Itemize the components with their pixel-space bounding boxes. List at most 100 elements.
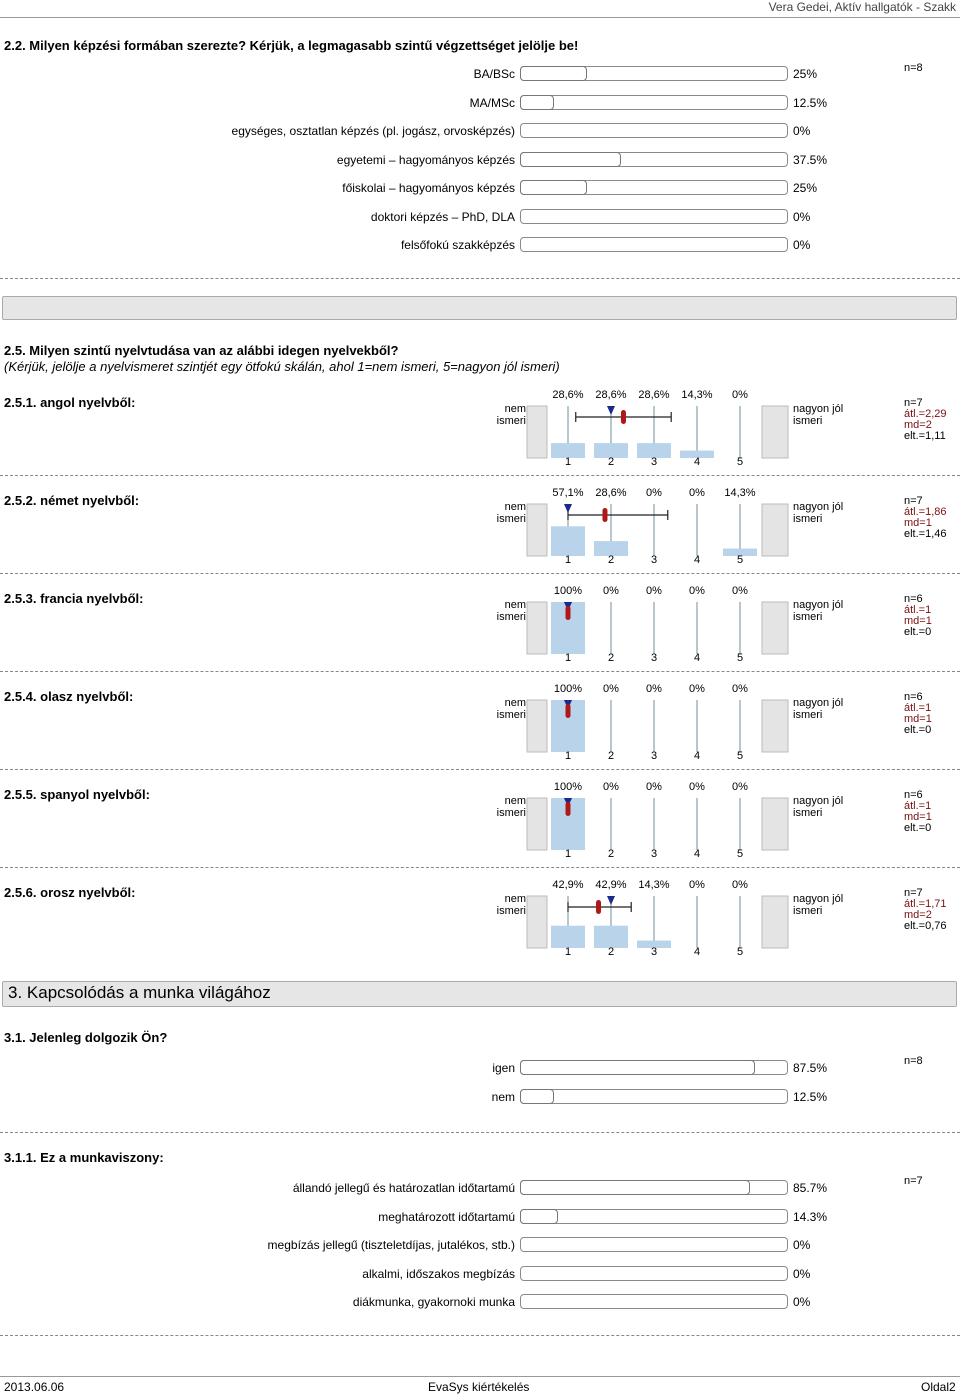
scale-side-block: [761, 895, 789, 949]
option-bar-fill: [520, 1088, 554, 1104]
scale-side-block: [526, 699, 548, 753]
option-label: egyetemi – hagyományos képzés: [336, 152, 515, 167]
scale-number: 5: [736, 946, 744, 958]
scale-side-block: [526, 503, 548, 557]
scale-right-label: nagyon jól ismeri: [793, 403, 844, 427]
question-3-1-1-title: 3.1.1. Ez a munkaviszony:: [4, 1150, 164, 1165]
scale-percent-label: 0%: [732, 683, 748, 695]
divider: [0, 278, 960, 279]
question-2-2-title: 2.2. Milyen képzési formában szerezte? K…: [4, 38, 579, 53]
scale-left-label: nem ismeri: [496, 403, 526, 427]
section-spacer-bar: [2, 296, 957, 320]
scale-distribution-chart: [526, 895, 789, 949]
option-label: egységes, osztatlan képzés (pl. jogász, …: [231, 124, 515, 138]
stat-md: md=2: [904, 419, 932, 431]
option-bar: [520, 66, 788, 81]
scale-number: 3: [650, 456, 658, 468]
divider: [0, 769, 960, 770]
divider: [0, 573, 960, 574]
scale-percent-label: 0%: [732, 879, 748, 891]
scale-number: 1: [564, 554, 572, 566]
scale-number: 5: [736, 554, 744, 566]
mean-marker: [565, 802, 571, 816]
scale-bar: [551, 443, 585, 458]
scale-item-title: 2.5.1. angol nyelvből:: [4, 395, 136, 410]
option-bar: [520, 94, 788, 110]
scale-distribution-chart: [526, 797, 789, 851]
scale-distribution-chart: [526, 601, 789, 655]
scale-item-title: 2.5.2. német nyelvből:: [4, 493, 140, 508]
option-bar: [520, 237, 788, 252]
option-percent: 25%: [793, 67, 818, 81]
scale-side-block: [761, 503, 789, 557]
scale-percent-label: 0%: [603, 781, 619, 793]
scale-number: 3: [650, 750, 658, 762]
scale-bar: [594, 925, 628, 948]
q311-n: n=7: [904, 1175, 923, 1187]
scale-number: 4: [693, 456, 701, 468]
stat-avg: átl.=1,71: [904, 898, 947, 910]
median-marker: [607, 406, 615, 415]
scale-percent-label: 14,3%: [681, 389, 713, 401]
option-label: MA/MSc: [469, 95, 515, 110]
scale-bar: [637, 940, 671, 948]
mean-marker: [565, 606, 571, 620]
scale-stats: n=6 átl.=1 md=1 elt.=0: [904, 594, 932, 638]
option-label: megbízás jellegű (tiszteletdíjas, jutalé…: [267, 1238, 515, 1252]
stat-md: md=2: [904, 909, 932, 921]
option-percent: 14.3%: [793, 1209, 828, 1224]
q22-n: n=8: [904, 62, 923, 74]
footer-page: Oldal2: [921, 1380, 956, 1394]
stat-avg: átl.=1,86: [904, 506, 947, 518]
scale-number: 4: [693, 652, 701, 664]
option-label: diákmunka, gyakornoki munka: [352, 1295, 515, 1309]
option-bar: [520, 1208, 788, 1224]
option-percent: 0%: [793, 1295, 811, 1309]
scale-percent-label: 0%: [732, 389, 748, 401]
scale-percent-label: 28,6%: [638, 389, 670, 401]
scale-left-label: nem ismeri: [496, 893, 526, 917]
median-marker: [564, 504, 572, 513]
scale-percent-label: 42,9%: [552, 879, 584, 891]
scale-number: 1: [564, 456, 572, 468]
scale-number: 5: [736, 750, 744, 762]
scale-percent-label: 28,6%: [595, 487, 627, 499]
scale-number: 4: [693, 554, 701, 566]
option-bar-fill: [520, 66, 587, 81]
option-bar: [520, 1088, 788, 1104]
option-bar: [520, 151, 788, 167]
stat-md: md=1: [904, 811, 932, 823]
stat-n: n=7: [904, 397, 923, 409]
scale-number: 1: [564, 848, 572, 860]
stat-avg: átl.=1: [904, 604, 932, 616]
option-bar: [520, 1265, 788, 1281]
scale-percent-label: 57,1%: [552, 487, 584, 499]
divider: [0, 1335, 960, 1336]
scale-item-title: 2.5.5. spanyol nyelvből:: [4, 787, 150, 802]
option-percent: 87.5%: [793, 1061, 828, 1075]
scale-percent-label: 28,6%: [552, 389, 584, 401]
scale-number: 1: [564, 946, 572, 958]
option-label: állandó jellegű és határozatlan időtarta…: [292, 1181, 515, 1195]
stat-md: md=1: [904, 615, 932, 627]
scale-right-label: nagyon jól ismeri: [793, 697, 844, 721]
scale-percent-label: 0%: [603, 585, 619, 597]
scale-percent-label: 0%: [689, 683, 705, 695]
scale-side-block: [761, 601, 789, 655]
divider: [0, 475, 960, 476]
scale-number: 5: [736, 848, 744, 860]
scale-side-block: [761, 405, 789, 459]
option-percent: 0%: [793, 1266, 811, 1281]
option-bar-fill: [520, 1060, 755, 1075]
scale-side-block: [526, 895, 548, 949]
scale-percent-label: 14,3%: [638, 879, 670, 891]
option-label: meghatározott időtartamú: [378, 1209, 515, 1224]
q31-n: n=8: [904, 1055, 923, 1067]
question-3-1-title: 3.1. Jelenleg dolgozik Ön?: [4, 1030, 168, 1045]
scale-number: 3: [650, 554, 658, 566]
scale-item-title: 2.5.4. olasz nyelvből:: [4, 689, 134, 704]
option-label: főiskolai – hagyományos képzés: [342, 181, 515, 195]
scale-bar: [551, 925, 585, 948]
mean-marker: [620, 410, 626, 424]
option-label: felsőfokú szakképzés: [400, 238, 515, 252]
